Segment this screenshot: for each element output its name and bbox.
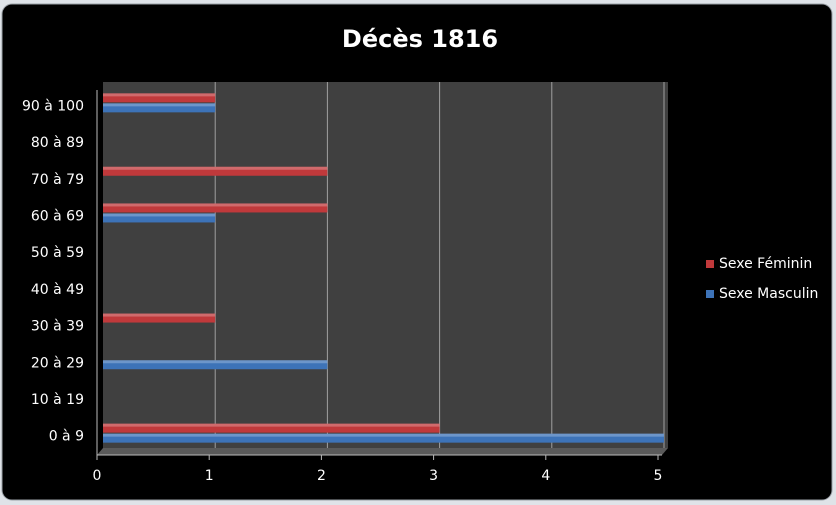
x-tick-label: 4 [541,468,550,484]
y-tick-label: 60 à 69 [31,208,84,224]
bar-face [103,93,216,103]
legend-label: Sexe Féminin [719,256,812,272]
bar [103,103,216,113]
bar [103,433,664,443]
bar-face [103,93,216,97]
legend-label: Sexe Masculin [719,286,818,302]
bar-face [103,433,664,443]
y-tick-label: 50 à 59 [31,245,84,261]
bar [103,203,328,213]
bar-face [103,360,328,364]
bar-face [103,313,216,323]
bar-face [103,433,664,437]
x-tick-label: 2 [317,468,326,484]
plot-floor [97,448,668,455]
x-tick-label: 5 [654,468,663,484]
x-tick-label: 1 [205,468,214,484]
y-tick-label: 90 à 100 [22,98,84,114]
bar-face [103,213,216,217]
bar [103,93,216,103]
bar [103,213,216,223]
bar-face [103,313,216,317]
y-tick-label: 0 à 9 [49,429,84,445]
bar-face [103,360,328,370]
bar-face [103,166,328,176]
x-tick-label: 0 [93,468,102,484]
bar-face [103,213,216,223]
y-tick-label: 20 à 29 [31,355,84,371]
y-tick-label: 30 à 39 [31,319,84,335]
bar [103,166,328,176]
legend-swatch [706,260,714,268]
y-tick-label: 70 à 79 [31,172,84,188]
bar [103,360,328,370]
bar [103,313,216,323]
legend-swatch [706,290,714,298]
x-tick-label: 3 [429,468,438,484]
chart-title: Décès 1816 [342,25,498,53]
plot-wall [103,82,668,448]
bar-face [103,103,216,107]
bar-face [103,166,328,170]
y-tick-label: 40 à 49 [31,282,84,298]
bar-face [103,423,440,427]
bar-face [103,203,328,207]
bar-face [103,423,440,433]
bar-face [103,103,216,113]
bar-face [103,203,328,213]
y-tick-label: 80 à 89 [31,135,84,151]
bar [103,423,440,433]
y-tick-label: 10 à 19 [31,392,84,408]
